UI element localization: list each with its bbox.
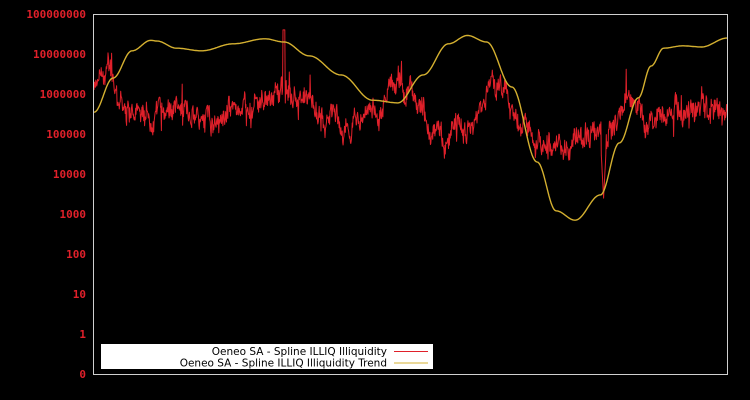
y-tick-label: 1 [79,328,86,341]
illiquidity-line [93,29,728,199]
illiquidity-trend-line [93,34,727,221]
y-tick-label: 1000 [60,208,87,221]
y-tick-label: 10000000 [33,48,86,61]
y-tick-label: 100000 [46,128,86,141]
y-axis: 0 1 10 100 1000 10000 100000 1000000 10000000 100… [26,8,86,381]
y-tick-label: 0 [79,368,86,381]
y-tick-label: 100000000 [26,8,86,21]
y-tick-label: 1000000 [40,88,86,101]
legend-label-illiquidity: Oeneo SA - Spline ILLIQ Illiquidity [212,346,387,358]
legend-box [101,344,433,369]
plot-frame [93,14,728,375]
plot-area [93,29,728,221]
y-tick-label: 100 [66,248,86,261]
legend: Oeneo SA - Spline ILLIQ Illiquidity Oene… [101,344,433,370]
y-tick-label: 10 [73,288,86,301]
y-tick-label: 10000 [53,168,86,181]
legend-label-trend: Oeneo SA - Spline ILLIQ Illiquidity Tren… [180,358,387,370]
